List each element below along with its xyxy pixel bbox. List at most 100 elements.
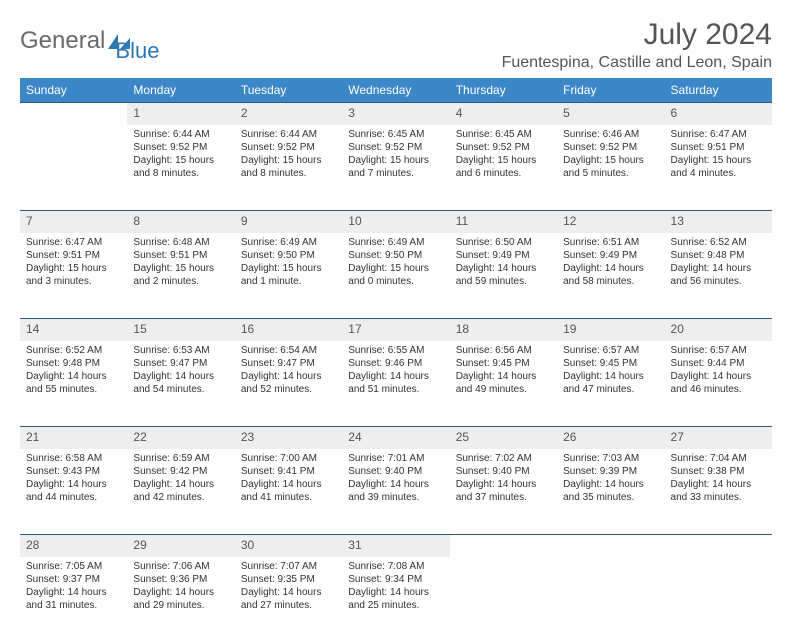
- sunrise-text: Sunrise: 6:49 AM: [348, 236, 443, 249]
- sunset-text: Sunset: 9:52 PM: [133, 141, 228, 154]
- day-content-cell: Sunrise: 6:45 AMSunset: 9:52 PMDaylight:…: [450, 125, 557, 211]
- day2-text: and 0 minutes.: [348, 275, 443, 288]
- day-number-cell: 18: [450, 319, 557, 341]
- day-content-cell: Sunrise: 6:44 AMSunset: 9:52 PMDaylight:…: [127, 125, 234, 211]
- sunset-text: Sunset: 9:42 PM: [133, 465, 228, 478]
- day2-text: and 27 minutes.: [241, 599, 336, 612]
- sunset-text: Sunset: 9:46 PM: [348, 357, 443, 370]
- sunset-text: Sunset: 9:52 PM: [348, 141, 443, 154]
- day-content-cell: Sunrise: 6:46 AMSunset: 9:52 PMDaylight:…: [557, 125, 664, 211]
- day-number-cell: 25: [450, 427, 557, 449]
- day1-text: Daylight: 14 hours: [563, 370, 658, 383]
- sunrise-text: Sunrise: 6:44 AM: [241, 128, 336, 141]
- day2-text: and 55 minutes.: [26, 383, 121, 396]
- day1-text: Daylight: 14 hours: [671, 370, 766, 383]
- day-number-cell: 23: [235, 427, 342, 449]
- day-number-cell: [20, 103, 127, 125]
- sunset-text: Sunset: 9:43 PM: [26, 465, 121, 478]
- day-number-cell: 14: [20, 319, 127, 341]
- day1-text: Daylight: 14 hours: [133, 370, 228, 383]
- sunset-text: Sunset: 9:49 PM: [456, 249, 551, 262]
- day-content-cell: Sunrise: 6:59 AMSunset: 9:42 PMDaylight:…: [127, 449, 234, 535]
- day2-text: and 54 minutes.: [133, 383, 228, 396]
- day2-text: and 51 minutes.: [348, 383, 443, 396]
- sunset-text: Sunset: 9:45 PM: [563, 357, 658, 370]
- weekday-header: Monday: [127, 78, 234, 103]
- day-content-cell: Sunrise: 7:06 AMSunset: 9:36 PMDaylight:…: [127, 557, 234, 643]
- day-number-cell: 16: [235, 319, 342, 341]
- day2-text: and 33 minutes.: [671, 491, 766, 504]
- day2-text: and 47 minutes.: [563, 383, 658, 396]
- sunrise-text: Sunrise: 6:56 AM: [456, 344, 551, 357]
- day-number-cell: 6: [665, 103, 772, 125]
- day1-text: Daylight: 14 hours: [671, 262, 766, 275]
- day-number-cell: 8: [127, 211, 234, 233]
- sunset-text: Sunset: 9:51 PM: [133, 249, 228, 262]
- day-number-cell: 28: [20, 535, 127, 557]
- day-number-cell: 19: [557, 319, 664, 341]
- day2-text: and 2 minutes.: [133, 275, 228, 288]
- location: Fuentespina, Castille and Leon, Spain: [502, 54, 772, 72]
- day2-text: and 4 minutes.: [671, 167, 766, 180]
- day-number-row: 78910111213: [20, 211, 772, 233]
- day-content-cell: Sunrise: 6:57 AMSunset: 9:45 PMDaylight:…: [557, 341, 664, 427]
- sunset-text: Sunset: 9:40 PM: [456, 465, 551, 478]
- sunrise-text: Sunrise: 6:47 AM: [671, 128, 766, 141]
- sunset-text: Sunset: 9:52 PM: [563, 141, 658, 154]
- day-number-row: 123456: [20, 103, 772, 125]
- day-number-cell: 24: [342, 427, 449, 449]
- sunset-text: Sunset: 9:48 PM: [671, 249, 766, 262]
- sunrise-text: Sunrise: 7:06 AM: [133, 560, 228, 573]
- sunset-text: Sunset: 9:36 PM: [133, 573, 228, 586]
- day-content-cell: Sunrise: 6:48 AMSunset: 9:51 PMDaylight:…: [127, 233, 234, 319]
- day-content-cell: Sunrise: 6:44 AMSunset: 9:52 PMDaylight:…: [235, 125, 342, 211]
- sunrise-text: Sunrise: 6:49 AM: [241, 236, 336, 249]
- day-content-cell: [557, 557, 664, 643]
- day-content-cell: Sunrise: 6:54 AMSunset: 9:47 PMDaylight:…: [235, 341, 342, 427]
- day1-text: Daylight: 14 hours: [563, 262, 658, 275]
- weekday-header: Sunday: [20, 78, 127, 103]
- sunrise-text: Sunrise: 6:50 AM: [456, 236, 551, 249]
- day-content-cell: Sunrise: 7:05 AMSunset: 9:37 PMDaylight:…: [20, 557, 127, 643]
- day2-text: and 3 minutes.: [26, 275, 121, 288]
- sunrise-text: Sunrise: 6:52 AM: [671, 236, 766, 249]
- day-content-cell: Sunrise: 6:52 AMSunset: 9:48 PMDaylight:…: [20, 341, 127, 427]
- day-content-cell: Sunrise: 6:56 AMSunset: 9:45 PMDaylight:…: [450, 341, 557, 427]
- sunrise-text: Sunrise: 7:02 AM: [456, 452, 551, 465]
- day1-text: Daylight: 15 hours: [133, 262, 228, 275]
- day-number-cell: 10: [342, 211, 449, 233]
- day1-text: Daylight: 15 hours: [26, 262, 121, 275]
- day2-text: and 5 minutes.: [563, 167, 658, 180]
- day2-text: and 31 minutes.: [26, 599, 121, 612]
- day-content-row: Sunrise: 6:44 AM Sunset: 9:52 PM Daylight:…: [20, 125, 772, 211]
- day1-text: Daylight: 15 hours: [348, 262, 443, 275]
- day-content-cell: [20, 125, 127, 211]
- weekday-header: Friday: [557, 78, 664, 103]
- day-content-cell: Sunrise: 6:55 AMSunset: 9:46 PMDaylight:…: [342, 341, 449, 427]
- day2-text: and 37 minutes.: [456, 491, 551, 504]
- day2-text: and 52 minutes.: [241, 383, 336, 396]
- day2-text: and 39 minutes.: [348, 491, 443, 504]
- day-number-cell: 31: [342, 535, 449, 557]
- sunrise-text: Sunrise: 7:05 AM: [26, 560, 121, 573]
- day1-text: Daylight: 15 hours: [241, 154, 336, 167]
- sunrise-text: Sunrise: 6:59 AM: [133, 452, 228, 465]
- day1-text: Daylight: 14 hours: [563, 478, 658, 491]
- day1-text: Daylight: 14 hours: [133, 586, 228, 599]
- sunrise-text: Sunrise: 6:46 AM: [563, 128, 658, 141]
- month-title: July 2024: [502, 18, 772, 52]
- weekday-header: Wednesday: [342, 78, 449, 103]
- day-number-cell: [557, 535, 664, 557]
- day2-text: and 59 minutes.: [456, 275, 551, 288]
- day-number-row: 28293031: [20, 535, 772, 557]
- sunset-text: Sunset: 9:48 PM: [26, 357, 121, 370]
- day-content-row: Sunrise: 6:47 AMSunset: 9:51 PMDaylight:…: [20, 233, 772, 319]
- day1-text: Daylight: 14 hours: [456, 478, 551, 491]
- day-number-cell: 7: [20, 211, 127, 233]
- day-number-cell: 5: [557, 103, 664, 125]
- day-number-cell: 30: [235, 535, 342, 557]
- sunrise-text: Sunrise: 6:57 AM: [563, 344, 658, 357]
- day-content-cell: Sunrise: 7:03 AMSunset: 9:39 PMDaylight:…: [557, 449, 664, 535]
- sunrise-text: Sunrise: 6:53 AM: [133, 344, 228, 357]
- sunrise-text: Sunrise: 7:01 AM: [348, 452, 443, 465]
